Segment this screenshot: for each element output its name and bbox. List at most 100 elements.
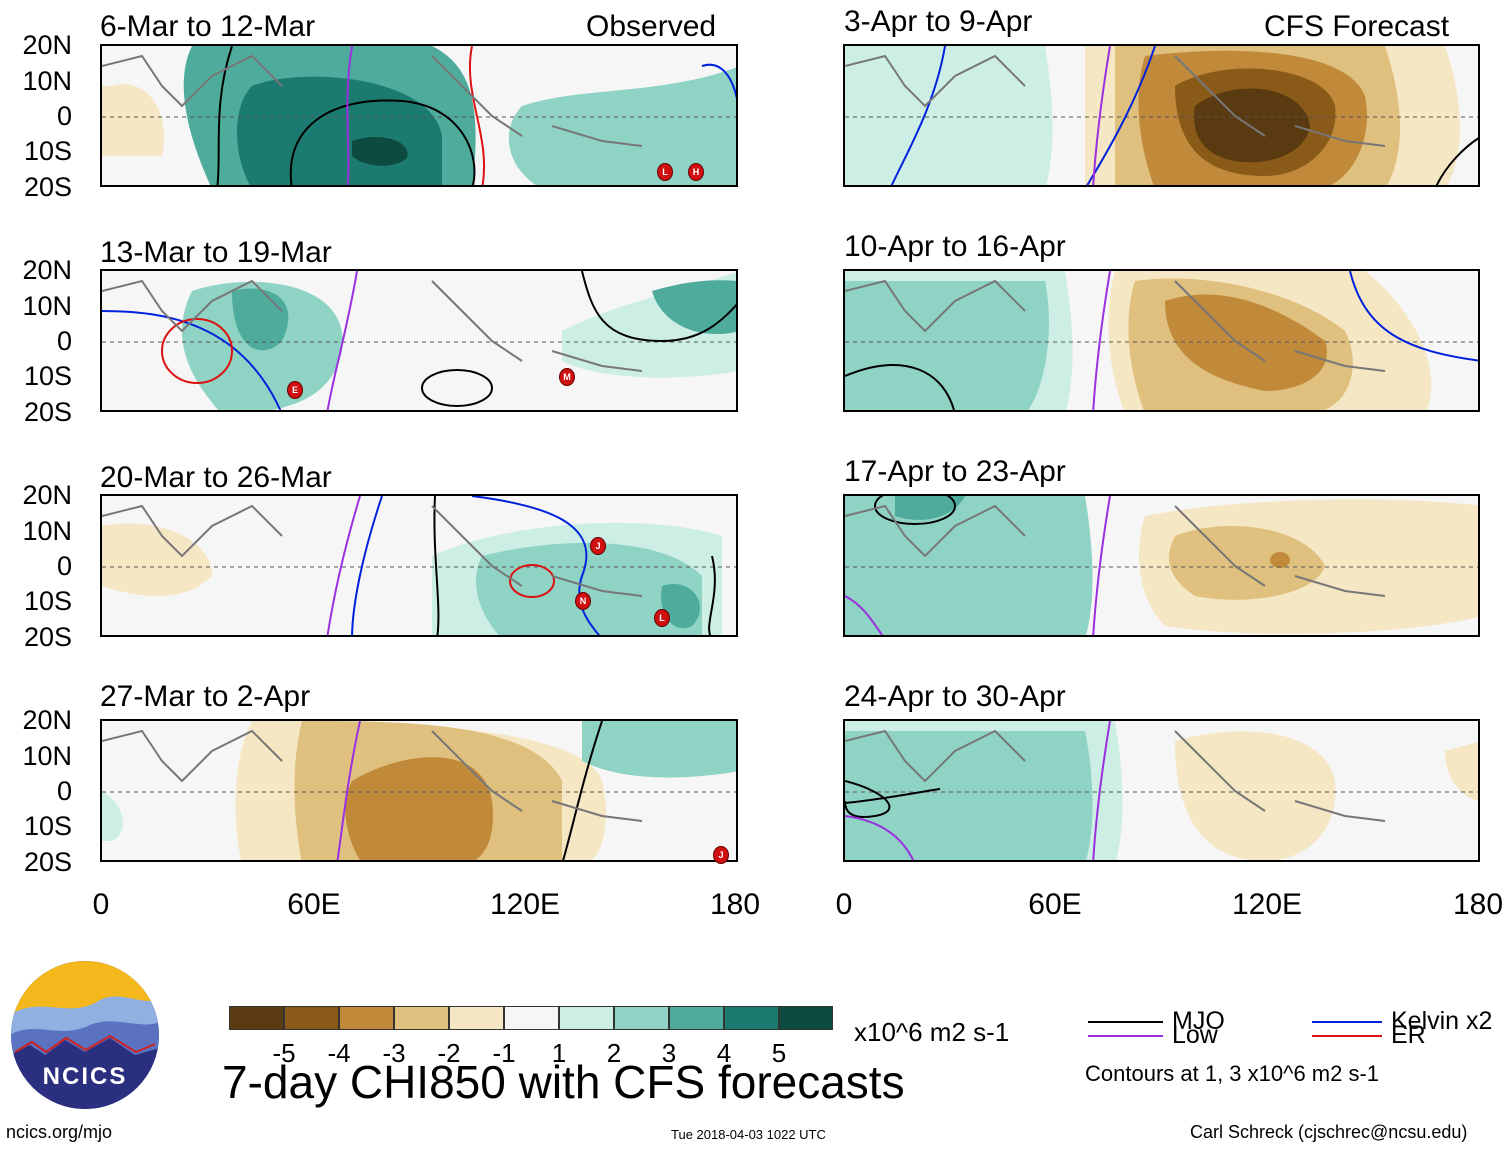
shading-dry — [102, 84, 164, 156]
lon-label: 180 — [1452, 888, 1504, 921]
lat-label: 20N — [22, 255, 72, 285]
mjo-contour — [845, 364, 955, 410]
colorbar-tick: -3 — [382, 1038, 406, 1068]
colorbar-swatch — [559, 1006, 614, 1030]
lat-label: 10S — [23, 811, 72, 841]
colorbar-swatch — [614, 1006, 669, 1030]
map-panel-1 — [100, 44, 738, 187]
kelvin-legend-label: Kelvin x2 — [1391, 1007, 1493, 1035]
colorbar-tick: 2 — [606, 1038, 622, 1068]
map-panel-8 — [843, 719, 1480, 862]
colorbar-tick: -2 — [437, 1038, 461, 1068]
mjo-contour — [562, 721, 603, 860]
coastline — [845, 729, 1386, 822]
map-panel-7 — [843, 494, 1480, 637]
colorbar-swatch — [449, 1006, 504, 1030]
shading-dry-strong — [1165, 294, 1327, 391]
colorbar-tick: 3 — [661, 1038, 677, 1068]
lat-label: 20S — [23, 397, 72, 427]
shading-mid-wet — [845, 496, 1093, 635]
mjo-contour — [845, 788, 941, 804]
kelvin-contour — [351, 496, 383, 635]
lat-label: 10S — [23, 586, 72, 616]
mjo-contour — [581, 271, 736, 343]
lat-label: 20S — [23, 847, 72, 877]
lon-label: 180 — [709, 888, 761, 921]
lat-label: 0 — [56, 326, 72, 356]
panel-title-1: 6-Mar to 12-Mar — [100, 10, 316, 43]
lon-label: 60E — [1028, 888, 1082, 921]
low-contour — [845, 815, 915, 860]
colorbar-swatch — [724, 1006, 779, 1030]
shading-dry-core — [345, 757, 493, 860]
panel-title-5: 3-Apr to 9-Apr — [844, 5, 1033, 38]
low-contour — [1092, 496, 1111, 635]
mjo-contour — [433, 496, 440, 635]
mjo-contour — [1435, 137, 1478, 185]
storm-marker-icon: M — [559, 368, 575, 386]
map-svg — [102, 46, 736, 185]
colorbar-swatch — [229, 1006, 284, 1030]
kelvin-contour — [1086, 46, 1156, 185]
er-legend-line — [1312, 1035, 1382, 1037]
er-legend-label: ER — [1391, 1021, 1426, 1049]
storm-marker-icon: J — [590, 537, 606, 555]
map-svg — [845, 46, 1478, 185]
forecast-label: CFS Forecast — [1264, 10, 1450, 43]
shading-mid-wet — [845, 281, 1049, 410]
storm-marker-icon: N — [575, 592, 591, 610]
shading-wet — [895, 496, 965, 520]
panel-title-6: 10-Apr to 16-Apr — [844, 230, 1066, 263]
kelvin-contour — [890, 46, 946, 185]
storm-marker-icon: E — [287, 381, 303, 399]
lat-label: 20S — [23, 172, 72, 202]
shading-light-wet — [845, 46, 1053, 185]
low-contour — [1092, 721, 1111, 860]
map-svg — [102, 496, 736, 635]
shading-light-wet — [582, 721, 736, 778]
shading-dry — [1445, 742, 1478, 801]
shading-light-wet — [102, 791, 123, 841]
map-panel-3 — [100, 494, 738, 637]
coastline — [102, 54, 643, 147]
shading-dry-max — [1194, 88, 1310, 163]
colorbar-swatch — [779, 1006, 833, 1030]
map-panel-5 — [843, 44, 1480, 187]
shading-core — [352, 137, 408, 166]
lat-label: 10S — [23, 136, 72, 166]
low-contour — [1092, 46, 1111, 185]
logo-text: NCICS — [42, 1063, 128, 1090]
coastline — [102, 729, 643, 822]
map-panel-6 — [843, 269, 1480, 412]
low-contour — [1092, 271, 1111, 410]
mjo-contour — [708, 555, 716, 635]
kelvin-legend-line — [1312, 1021, 1382, 1023]
panel-title-7: 17-Apr to 23-Apr — [844, 455, 1066, 488]
colorbar-units: x10^6 m2 s-1 — [854, 1017, 1010, 1047]
main-title: 7-day CHI850 with CFS forecasts — [222, 1056, 905, 1108]
low-contour — [326, 271, 358, 410]
mjo-contour — [845, 780, 891, 818]
lat-label: 10N — [22, 291, 72, 321]
contours-note: Contours at 1, 3 x10^6 m2 s-1 — [1085, 1061, 1380, 1086]
storm-marker-icon: J — [713, 846, 729, 864]
lon-label: 120E — [1231, 888, 1303, 921]
colorbar-tick: -1 — [492, 1038, 516, 1068]
map-svg — [102, 271, 736, 410]
map-svg — [102, 721, 736, 860]
coastline — [102, 279, 643, 372]
kelvin-contour — [1349, 271, 1478, 362]
observed-label: Observed — [586, 10, 717, 43]
map-panel-4 — [100, 719, 738, 862]
kelvin-contour — [471, 496, 601, 635]
shading-wet — [661, 584, 701, 629]
lat-label: 0 — [56, 551, 72, 581]
footer-url[interactable]: ncics.org/mjo — [6, 1122, 113, 1142]
low-contour — [336, 721, 361, 860]
kelvin-contour — [102, 310, 282, 410]
logo-graphic — [11, 961, 159, 1109]
mjo-legend-label: MJO — [1172, 1007, 1225, 1035]
lon-label: 60E — [287, 888, 341, 921]
map-svg — [845, 496, 1478, 635]
lon-label: 120E — [489, 888, 561, 921]
